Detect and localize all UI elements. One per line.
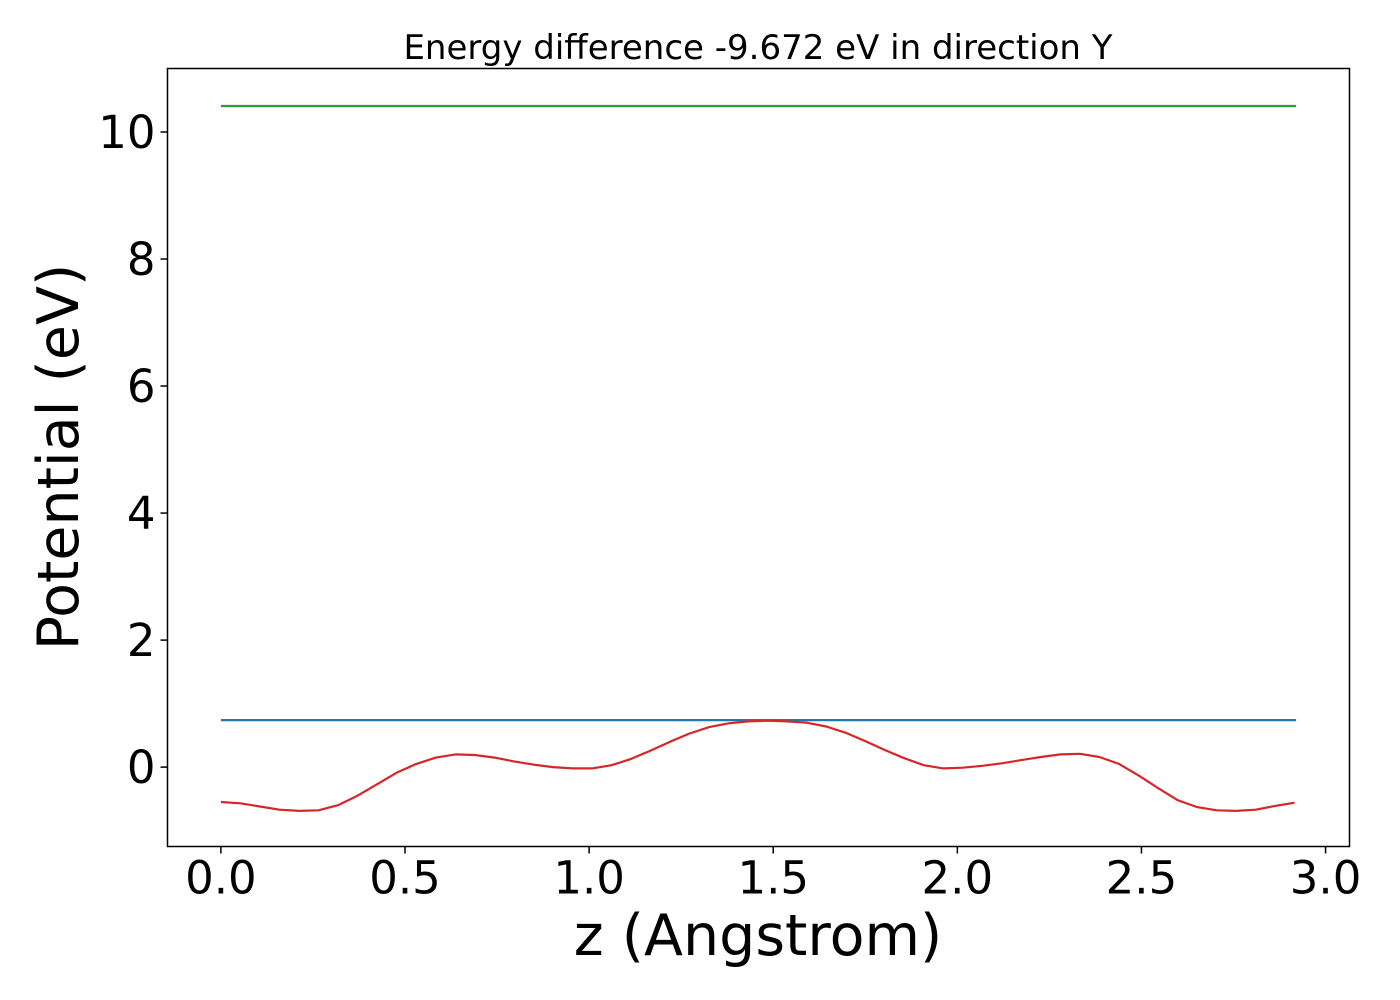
x-axis-title: z (Angstrom) xyxy=(574,903,942,969)
x-tick-label: 2.0 xyxy=(922,852,994,905)
y-tick-label: 0 xyxy=(127,741,156,794)
series-line-2 xyxy=(220,719,1295,813)
chart-title: Energy difference -9.672 eV in direction… xyxy=(403,28,1112,68)
y-axis: 0 2 4 6 8 10 xyxy=(98,106,168,794)
x-axis: 0.0 0.5 1.0 1.5 2.0 2.5 3.0 xyxy=(185,846,1362,905)
x-tick-label: 0.5 xyxy=(369,852,441,905)
x-tick-label: 3.0 xyxy=(1290,852,1362,905)
y-tick-label: 6 xyxy=(127,360,156,413)
series-layer xyxy=(220,104,1297,813)
y-tick-label: 2 xyxy=(127,614,156,667)
x-tick-label: 2.5 xyxy=(1106,852,1178,905)
x-tick-label: 0.0 xyxy=(185,852,257,905)
x-tick-label: 1.0 xyxy=(553,852,625,905)
y-tick-label: 10 xyxy=(98,106,155,159)
y-tick-label: 8 xyxy=(127,233,156,286)
x-tick-label: 1.5 xyxy=(737,852,809,905)
y-axis-title: Potential (eV) xyxy=(26,264,92,650)
y-tick-label: 4 xyxy=(127,487,156,540)
plot-frame xyxy=(166,67,1351,848)
